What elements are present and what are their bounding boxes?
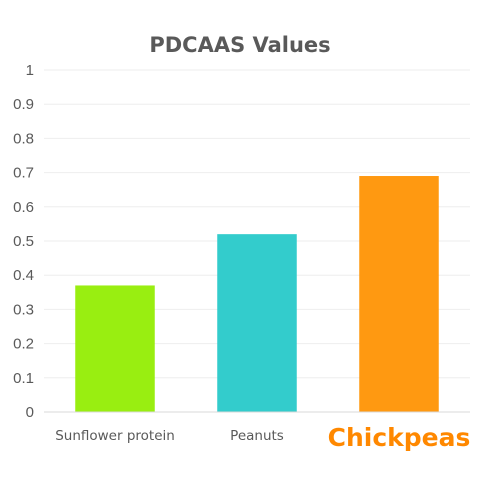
y-tick-label: 0.5	[13, 233, 34, 250]
y-tick-label: 0.1	[13, 370, 34, 387]
bar	[217, 234, 297, 412]
y-tick-label: 1	[26, 62, 34, 79]
y-tick-label: 0.9	[13, 96, 34, 113]
y-tick-label: 0.2	[13, 336, 34, 353]
y-tick-label: 0.8	[13, 130, 34, 147]
chart-title: PDCAAS Values	[149, 33, 330, 57]
bar	[359, 176, 439, 412]
bar	[75, 285, 155, 412]
x-axis-labels: Sunflower protein Peanuts Chickpeas	[55, 423, 470, 452]
y-axis-ticks: 0 0.1 0.2 0.3 0.4 0.5 0.6 0.7 0.8 0.9 1	[13, 62, 34, 421]
bars	[75, 176, 439, 412]
y-tick-label: 0.7	[13, 165, 34, 182]
x-tick-label: Sunflower protein	[55, 428, 175, 444]
y-tick-label: 0.4	[13, 267, 34, 284]
x-tick-label-highlight: Chickpeas	[328, 423, 471, 452]
y-tick-label: 0.3	[13, 301, 34, 318]
y-tick-label: 0	[26, 404, 34, 421]
x-tick-label: Peanuts	[230, 428, 284, 444]
y-tick-label: 0.6	[13, 199, 34, 216]
